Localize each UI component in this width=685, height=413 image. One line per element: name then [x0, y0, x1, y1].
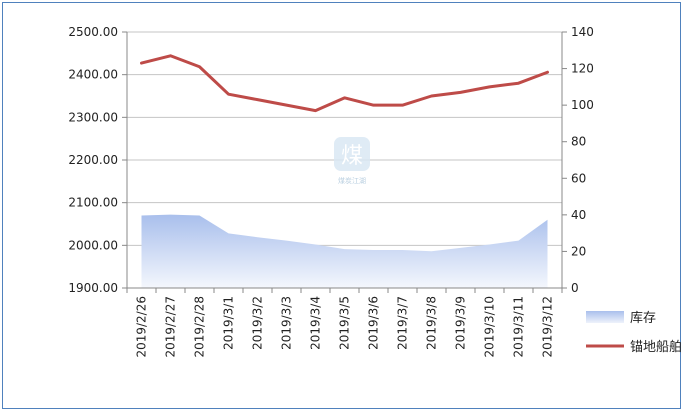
x-tick-label: 2019/3/9 — [454, 296, 468, 350]
x-tick-label: 2019/3/5 — [338, 296, 352, 350]
x-tick-label: 2019/3/7 — [396, 296, 410, 350]
right-tick-label: 120 — [571, 62, 594, 76]
left-tick-label: 2400.00 — [68, 68, 118, 82]
x-tick-label: 2019/3/10 — [483, 296, 497, 358]
x-tick-label: 2019/3/1 — [222, 296, 236, 350]
svg-text:煤炭江湖: 煤炭江湖 — [338, 176, 366, 185]
watermark-logo: 煤 煤炭江湖 — [334, 137, 370, 185]
left-tick-label: 2300.00 — [68, 110, 118, 124]
legend-label: 库存 — [630, 310, 656, 326]
x-tick-label: 2019/3/11 — [512, 296, 526, 358]
line-series-锚地船舶 — [140, 54, 549, 113]
chart-frame: 煤 煤炭江湖 1900.00 2000.00 2100.00 2200.00 2300.… — [2, 2, 682, 409]
x-axis-ticks: 2019/2/26 2019/2/27 2019/2/28 2019/3/1 2019/… — [126, 288, 563, 358]
x-tick-label: 2019/3/4 — [309, 296, 323, 350]
x-tick-label: 2019/3/6 — [367, 296, 381, 350]
combo-chart: 煤 煤炭江湖 1900.00 2000.00 2100.00 2200.00 2300.… — [68, 25, 682, 358]
area-series-库存 — [141, 214, 548, 288]
x-tick-label: 2019/2/27 — [164, 296, 178, 358]
svg-text:煤: 煤 — [341, 144, 363, 169]
x-tick-label: 2019/2/26 — [135, 296, 149, 358]
left-tick-label: 1900.00 — [68, 281, 118, 295]
x-tick-label: 2019/3/3 — [280, 296, 294, 350]
left-tick-label: 2500.00 — [68, 25, 118, 39]
right-tick-label: 100 — [571, 98, 594, 112]
right-tick-label: 20 — [571, 244, 586, 258]
left-axis-ticks: 1900.00 2000.00 2100.00 2200.00 2300.00 2400.… — [68, 25, 127, 295]
right-tick-label: 40 — [571, 208, 586, 222]
right-tick-label: 60 — [571, 171, 586, 185]
area-series-layer — [141, 214, 548, 288]
x-tick-label: 2019/3/8 — [425, 296, 439, 350]
line-series-layer — [140, 54, 549, 113]
right-tick-label: 80 — [571, 135, 586, 149]
legend-swatch-area — [586, 311, 624, 323]
right-axis-ticks: 0 20 40 60 80 100 120 140 — [562, 25, 594, 295]
x-tick-label: 2019/3/12 — [541, 296, 555, 358]
x-tick-label: 2019/2/28 — [193, 296, 207, 358]
left-tick-label: 2000.00 — [68, 238, 118, 252]
legend-label: 锚地船舶 — [630, 339, 682, 355]
left-tick-label: 2100.00 — [68, 196, 118, 210]
right-tick-label: 0 — [571, 281, 579, 295]
x-tick-label: 2019/3/2 — [251, 296, 265, 350]
left-tick-label: 2200.00 — [68, 153, 118, 167]
right-tick-label: 140 — [571, 25, 594, 39]
